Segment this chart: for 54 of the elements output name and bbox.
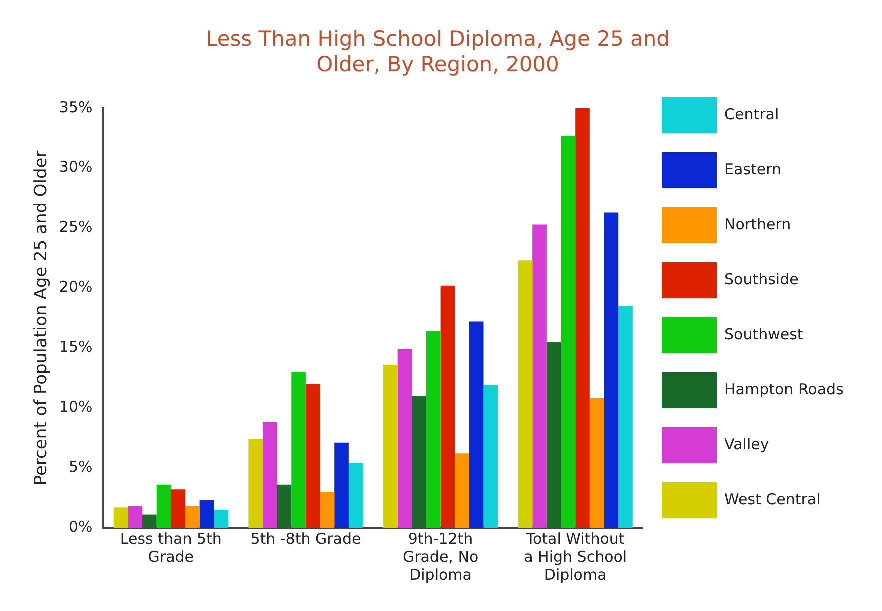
bar [455, 454, 470, 528]
x-tick-label: 9th-12th Grade, No Diploma [402, 530, 479, 584]
bar [248, 439, 263, 528]
bar [171, 490, 186, 528]
y-tick-label: 5% [68, 458, 93, 476]
bar [426, 331, 441, 528]
bar [114, 508, 128, 528]
bar [185, 506, 200, 528]
legend-label: Valley [724, 435, 770, 454]
bar [142, 514, 157, 528]
bar [604, 212, 619, 528]
legend-label: West Central [724, 490, 821, 508]
legend-label: Central [724, 105, 780, 124]
y-tick-label: 0% [68, 518, 93, 536]
bar [532, 224, 547, 528]
bar [576, 108, 590, 528]
bar [469, 322, 484, 528]
bar [590, 398, 604, 528]
x-tick-label: Less than 5th Grade [120, 530, 222, 566]
y-tick-label: 10% [59, 398, 93, 416]
legend-label: Northern [724, 215, 792, 234]
bar [128, 506, 142, 528]
bar [561, 136, 576, 528]
bar [618, 306, 633, 528]
legend-label: Southside [724, 270, 799, 288]
x-tick-label: Total Without a High School Diploma [524, 530, 628, 584]
y-tick-label: 35% [59, 98, 93, 116]
bar [277, 484, 292, 528]
bar [306, 384, 320, 528]
y-tick-label: 15% [59, 338, 93, 356]
chart-title: Less Than High School Diploma, Age 25 and Older, By Region, 2000 [206, 27, 670, 76]
legend-label: Eastern [724, 160, 782, 178]
legend-label: Hampton Roads [724, 380, 844, 398]
bar [348, 463, 364, 528]
bar [200, 500, 214, 528]
bar [262, 422, 278, 528]
bar [320, 492, 335, 528]
x-tick-label: 5th -8th Grade [250, 530, 362, 548]
y-axis-title: Percent of Population Age 25 and Older [32, 150, 52, 486]
bar [546, 342, 562, 528]
bar [214, 510, 228, 528]
bar [334, 442, 349, 528]
bar [156, 484, 172, 528]
y-tick-label: 30% [59, 158, 93, 176]
bar [484, 385, 498, 528]
bar [292, 372, 306, 528]
legend-label: Southwest [724, 325, 804, 344]
y-tick-label: 20% [59, 278, 93, 296]
bar [398, 349, 412, 528]
bar [440, 286, 456, 528]
y-tick-label: 25% [59, 218, 93, 236]
bar [412, 396, 426, 528]
bar [383, 364, 398, 528]
bar [518, 260, 533, 528]
